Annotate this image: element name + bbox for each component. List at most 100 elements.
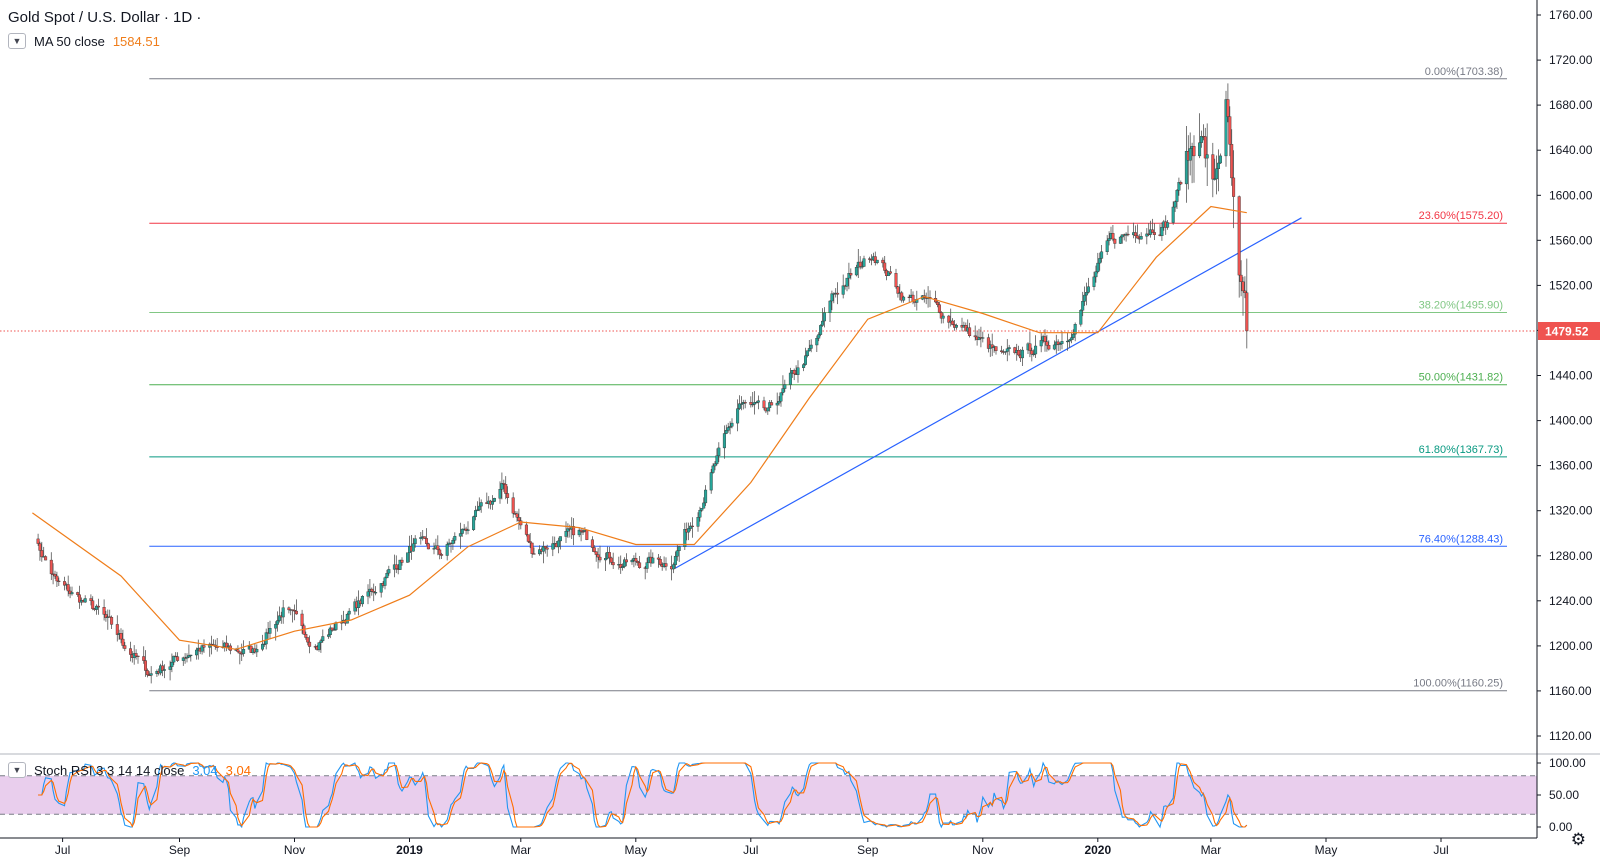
candle xyxy=(1071,329,1075,340)
stoch-label: Stoch RSI 3 3 14 14 close xyxy=(34,762,185,778)
candle xyxy=(783,379,787,392)
candle-body xyxy=(577,529,581,536)
candle xyxy=(939,311,943,324)
candle-body xyxy=(541,546,545,552)
candle-body xyxy=(1005,348,1009,352)
gear-icon[interactable]: ⚙ xyxy=(1570,830,1586,849)
candle xyxy=(293,604,297,621)
x-tick-label: Nov xyxy=(284,843,305,857)
candle xyxy=(1096,252,1100,274)
candle-body xyxy=(683,529,687,547)
chevron-down-icon[interactable]: ▼ xyxy=(8,33,26,49)
candle xyxy=(66,575,70,597)
candle-body xyxy=(621,566,625,568)
candle xyxy=(986,333,990,353)
stoch-d-value: 3.04 xyxy=(225,762,251,778)
candle xyxy=(1203,127,1207,168)
candle-body xyxy=(1199,136,1203,143)
candle-body xyxy=(366,591,370,597)
candle-body xyxy=(1020,349,1024,359)
candle-body xyxy=(76,592,80,595)
candle-body xyxy=(609,557,613,563)
candle-body xyxy=(623,559,627,567)
candle xyxy=(1171,201,1175,225)
candle-body xyxy=(36,538,40,544)
candle xyxy=(751,392,755,408)
candle-body xyxy=(875,259,879,264)
fib-label: 0.00%(1703.38) xyxy=(1425,66,1503,78)
candle xyxy=(479,499,483,513)
candle xyxy=(724,424,728,435)
candle-body xyxy=(585,530,589,540)
chevron-down-icon[interactable]: ▼ xyxy=(8,762,26,778)
candle-body xyxy=(638,562,642,568)
candle-body xyxy=(55,575,59,582)
candle-body xyxy=(472,516,476,530)
candle-body xyxy=(1177,182,1181,191)
candle xyxy=(598,545,602,563)
candle xyxy=(176,652,180,662)
y-tick-label: 1600.00 xyxy=(1549,188,1593,202)
candle-body xyxy=(545,547,549,550)
candle xyxy=(77,585,81,609)
x-tick-label: Sep xyxy=(169,843,191,857)
candle xyxy=(592,545,596,553)
candle-body xyxy=(809,344,813,349)
candle xyxy=(123,642,127,652)
candle xyxy=(1079,309,1083,327)
candle-body xyxy=(102,607,106,615)
candle-body xyxy=(1188,148,1192,161)
candle-body xyxy=(977,337,981,340)
candle-body xyxy=(530,542,534,554)
candle xyxy=(406,552,410,563)
candle-body xyxy=(264,632,268,645)
candle-body xyxy=(94,605,98,610)
candle xyxy=(1094,265,1098,283)
candle-body xyxy=(624,559,628,563)
candle xyxy=(121,629,125,649)
candle-body xyxy=(1245,292,1249,332)
candle xyxy=(836,282,840,305)
candle-body xyxy=(858,261,862,267)
candle-body xyxy=(779,392,783,402)
candle-body xyxy=(538,549,542,555)
candle-body xyxy=(1000,350,1004,352)
candle-body xyxy=(796,367,800,375)
candle xyxy=(954,323,958,330)
candle-body xyxy=(44,556,48,561)
candle xyxy=(738,395,742,410)
candle-body xyxy=(293,610,297,612)
candle xyxy=(690,517,694,538)
candle-body xyxy=(225,642,229,648)
candle xyxy=(704,485,708,506)
candle xyxy=(1120,234,1124,244)
candle xyxy=(868,256,872,263)
candle xyxy=(413,535,417,548)
candle-body xyxy=(581,531,585,533)
candle xyxy=(994,346,998,355)
candle-body xyxy=(317,642,321,650)
candle-body xyxy=(807,348,811,351)
candle xyxy=(1030,347,1034,362)
candle xyxy=(1017,345,1021,357)
candle-body xyxy=(738,403,742,409)
candle-body xyxy=(423,536,427,539)
candle xyxy=(766,407,770,415)
y-tick-label: 1640.00 xyxy=(1549,143,1593,157)
candle-body xyxy=(77,594,81,603)
candle-body xyxy=(268,628,272,634)
candle xyxy=(162,664,166,679)
candle xyxy=(545,544,549,557)
candle xyxy=(1192,135,1196,183)
candle xyxy=(268,620,272,640)
candle-body xyxy=(1017,350,1021,356)
candle xyxy=(713,461,717,471)
candle-body xyxy=(506,493,510,498)
candle-body xyxy=(1198,142,1202,157)
candle xyxy=(1245,258,1249,349)
y-tick-label: 1520.00 xyxy=(1549,278,1593,292)
candle xyxy=(1218,153,1222,164)
candle xyxy=(189,654,193,662)
